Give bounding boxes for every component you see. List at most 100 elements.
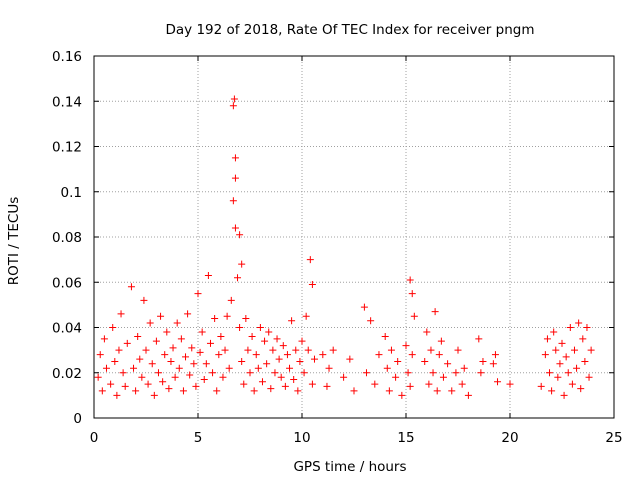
data-point	[206, 339, 214, 347]
data-point	[238, 357, 246, 365]
data-point	[127, 283, 135, 291]
y-tick-label: 0	[73, 411, 82, 427]
data-point	[537, 382, 545, 390]
data-point	[273, 335, 281, 343]
data-point	[196, 348, 204, 356]
data-point	[252, 351, 260, 359]
data-point	[308, 380, 316, 388]
data-point	[204, 271, 212, 279]
data-point	[202, 360, 210, 368]
data-point	[554, 373, 562, 381]
data-point	[437, 337, 445, 345]
data-point	[102, 364, 110, 372]
data-point	[238, 260, 246, 268]
data-point	[568, 380, 576, 388]
data-point	[192, 382, 200, 390]
data-point	[394, 357, 402, 365]
data-point	[117, 310, 125, 318]
data-point	[306, 256, 314, 264]
data-point	[188, 344, 196, 352]
data-point	[169, 344, 177, 352]
data-point	[560, 391, 568, 399]
data-point	[550, 328, 558, 336]
data-point	[163, 328, 171, 336]
data-point	[431, 308, 439, 316]
y-tick-label: 0.02	[52, 366, 82, 382]
data-point	[433, 387, 441, 395]
data-point	[148, 360, 156, 368]
data-point	[375, 351, 383, 359]
data-point	[159, 378, 167, 386]
data-point	[175, 364, 183, 372]
data-point	[263, 360, 271, 368]
data-point	[444, 360, 452, 368]
data-point	[304, 346, 312, 354]
data-point	[296, 357, 304, 365]
data-point	[179, 387, 187, 395]
data-point	[491, 351, 499, 359]
data-point	[281, 382, 289, 390]
data-point	[477, 369, 485, 377]
data-point	[385, 387, 393, 395]
data-point	[227, 296, 235, 304]
data-point	[211, 314, 219, 322]
data-point	[225, 364, 233, 372]
data-point	[231, 154, 239, 162]
data-point	[575, 319, 583, 327]
data-point	[150, 391, 158, 399]
data-point	[219, 373, 227, 381]
data-point	[115, 346, 123, 354]
data-point	[325, 364, 333, 372]
data-point	[458, 380, 466, 388]
data-point	[279, 342, 287, 350]
data-point	[209, 369, 217, 377]
data-point	[261, 337, 269, 345]
data-point	[448, 387, 456, 395]
data-point	[410, 312, 418, 320]
data-point	[138, 373, 146, 381]
data-point	[292, 346, 300, 354]
data-point	[583, 324, 591, 331]
data-point	[425, 380, 433, 388]
x-tick-label: 20	[501, 430, 518, 446]
data-point	[236, 324, 244, 331]
data-point	[367, 317, 375, 325]
data-point	[152, 337, 160, 345]
data-point	[308, 281, 316, 289]
data-point	[136, 355, 144, 363]
data-point	[300, 369, 308, 377]
data-point	[198, 328, 206, 336]
data-point	[217, 333, 225, 341]
data-point	[464, 391, 472, 399]
data-point	[186, 371, 194, 379]
data-point	[275, 355, 283, 363]
data-point	[167, 357, 175, 365]
data-point	[109, 324, 117, 331]
data-point	[381, 333, 389, 341]
data-point	[215, 351, 223, 359]
data-points	[94, 95, 595, 399]
x-tick-label: 10	[293, 430, 310, 446]
data-point	[221, 346, 229, 354]
data-point	[171, 373, 179, 381]
data-point	[213, 387, 221, 395]
y-tick-label: 0.16	[52, 49, 82, 65]
data-point	[96, 351, 104, 359]
data-point	[294, 387, 302, 395]
x-axis-label: GPS time / hours	[293, 459, 406, 475]
data-point	[558, 339, 566, 347]
data-point	[573, 364, 581, 372]
grid-lines	[94, 56, 614, 418]
data-point	[541, 351, 549, 359]
data-point	[319, 351, 327, 359]
data-point	[452, 369, 460, 377]
data-point	[290, 376, 298, 384]
data-point	[231, 224, 239, 232]
data-point	[144, 380, 152, 388]
data-point	[271, 369, 279, 377]
data-point	[98, 387, 106, 395]
data-point	[267, 385, 275, 393]
data-point	[581, 357, 589, 365]
data-point	[161, 351, 169, 359]
data-point	[269, 346, 277, 354]
